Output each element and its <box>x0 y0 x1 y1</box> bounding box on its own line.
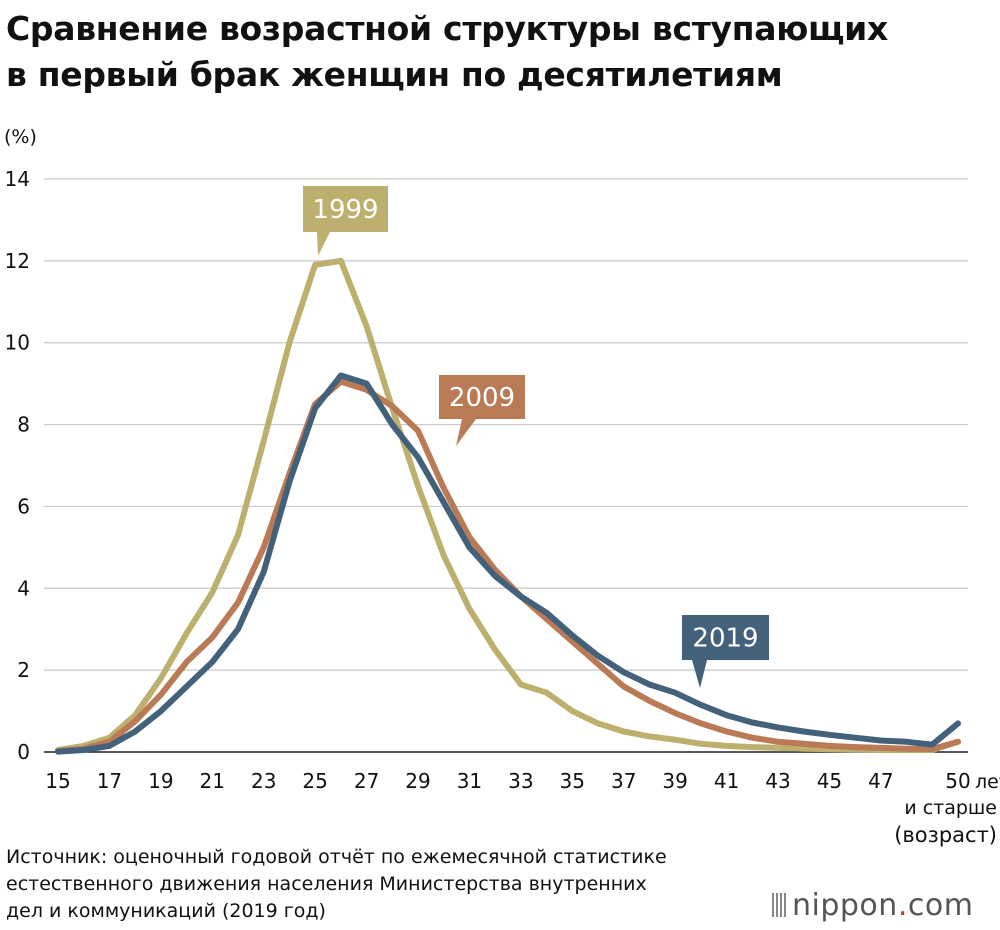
series-line-1999 <box>55 257 961 753</box>
logo-text-tail: com <box>907 888 974 923</box>
y-tick-label: 2 <box>17 658 30 682</box>
x-axis-ticks: 15 17 19 21 23 25 27 29 31 33 35 37 39 41 43 45 47 50лет и… <box>45 769 1000 819</box>
logo-text-main: nippon <box>792 888 898 923</box>
line-chart: 0 2 4 6 8 10 12 14 15 17 19 21 23 25 27 29 31 33 35 37 39 41… <box>4 126 1000 847</box>
series-callout-2019: 2019 <box>682 615 769 688</box>
x-tick-label: 19 <box>148 769 173 793</box>
callout-box <box>682 615 769 660</box>
x-tick-label: 43 <box>765 769 790 793</box>
series-line-2019 <box>55 372 961 755</box>
x-tick-label: 33 <box>508 769 533 793</box>
source-line-1: Источник: оценочный годовой отчёт по еже… <box>6 846 667 868</box>
callout-pointer <box>456 419 476 446</box>
series-line-2009 <box>55 378 961 755</box>
callout-pointer <box>317 232 330 256</box>
callout-box <box>303 186 388 232</box>
chart-callouts: 1999 2009 2019 <box>303 186 769 688</box>
chart-title: Сравнение возрастной структуры вступающи… <box>6 6 996 98</box>
source-line-2: естественного движения населения Министе… <box>6 873 647 895</box>
y-tick-label: 0 <box>17 740 30 764</box>
series-callout-2009: 2009 <box>439 375 525 446</box>
x-tick-label: 47 <box>868 769 893 793</box>
nippon-mark-icon <box>772 893 786 917</box>
x-tick-label: 37 <box>611 769 636 793</box>
source-line-3: дел и коммуникаций (2019 год) <box>6 900 326 922</box>
logo-text-dot: . <box>897 888 908 923</box>
x-tick-suffix: лет <box>975 771 1000 793</box>
chart-grid <box>44 178 968 753</box>
x-tick-label: 29 <box>405 769 430 793</box>
x-tick-label: 25 <box>302 769 327 793</box>
y-tick-label: 6 <box>17 494 30 518</box>
chart-series <box>55 257 961 755</box>
y-tick-label: 8 <box>17 413 30 437</box>
y-tick-label: 4 <box>17 576 30 600</box>
y-tick-label: 14 <box>5 167 30 191</box>
x-axis-label: (возраст) <box>894 823 997 847</box>
nippon-logo: nippon.com <box>772 888 973 923</box>
x-tick-label: 21 <box>200 769 225 793</box>
x-tick-label: 15 <box>45 769 70 793</box>
callout-label: 2009 <box>449 383 515 413</box>
chart-title-line-1: Сравнение возрастной структуры вступающи… <box>6 9 888 48</box>
y-axis-label: (%) <box>4 126 37 148</box>
x-tick-label: 45 <box>817 769 842 793</box>
source-note: Источник: оценочный годовой отчёт по еже… <box>6 844 667 925</box>
callout-label: 1999 <box>312 195 378 225</box>
x-tick-label: 35 <box>560 769 585 793</box>
x-tick-label: 23 <box>251 769 276 793</box>
x-tick-label: 39 <box>662 769 687 793</box>
series-callout-1999: 1999 <box>303 186 388 256</box>
y-axis-ticks: 0 2 4 6 8 10 12 14 <box>5 167 30 764</box>
chart-title-line-2: в первый брак женщин по десятилетиям <box>6 55 783 94</box>
y-tick-label: 12 <box>5 249 30 273</box>
y-tick-label: 10 <box>5 331 30 355</box>
callout-box <box>439 375 525 419</box>
callout-pointer <box>692 660 707 688</box>
x-tick-label: 41 <box>714 769 739 793</box>
x-tick-label: 50 <box>945 769 970 793</box>
x-tick-label: 31 <box>457 769 482 793</box>
x-tick-label: 27 <box>354 769 379 793</box>
callout-label: 2019 <box>692 624 758 654</box>
x-tick-label: 17 <box>97 769 122 793</box>
x-tick-suffix: и старше <box>904 797 997 819</box>
